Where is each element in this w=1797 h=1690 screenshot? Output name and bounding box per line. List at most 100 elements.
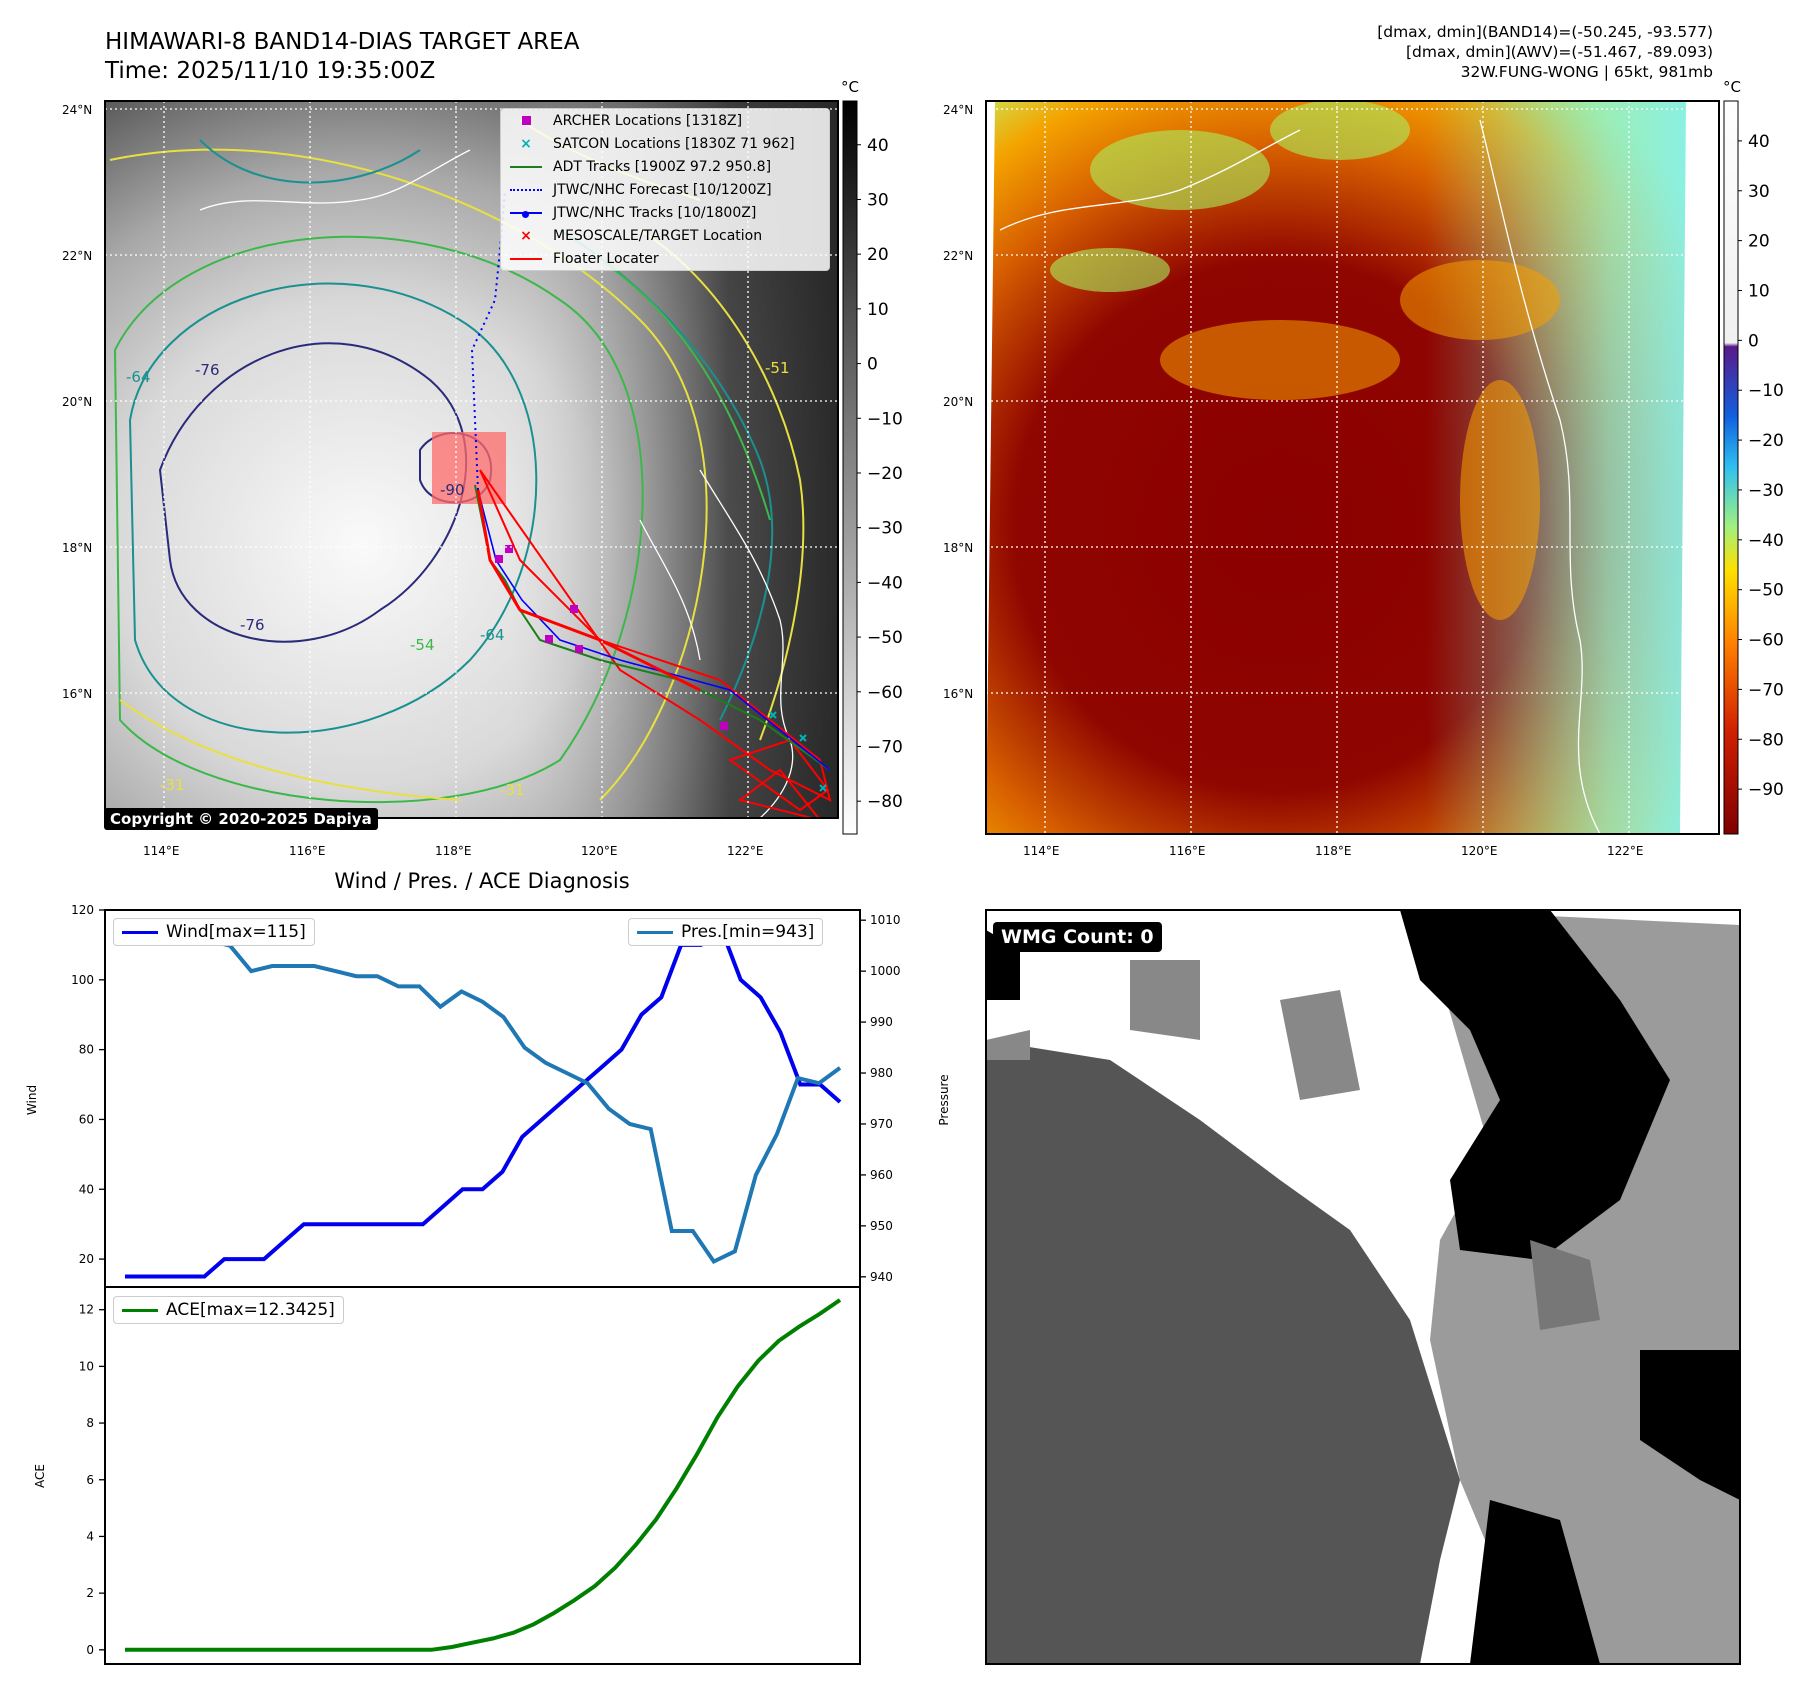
lat-label: 18°N — [943, 541, 973, 555]
contour-label: -76 — [195, 361, 220, 379]
lon-label: 120°E — [581, 844, 618, 858]
lon-label: 114°E — [1023, 844, 1060, 858]
tick-label: 10 — [79, 1359, 94, 1373]
ace-plot-frame — [104, 1286, 861, 1665]
jet-colorbar-unit: °C — [1723, 78, 1741, 96]
colorbar-tick-label: −50 — [867, 628, 903, 648]
ace-series — [125, 1298, 842, 1652]
lon-label: 116°E — [1169, 844, 1206, 858]
lat-label: 22°N — [62, 249, 92, 263]
contour-label: -64 — [480, 626, 505, 644]
wmg-count-badge: WMG Count: 0 — [993, 922, 1162, 952]
lat-label: 16°N — [943, 687, 973, 701]
colorbar-tick-label: −40 — [867, 573, 903, 593]
wind-pres-plot-frame — [104, 909, 861, 1288]
info-line-2: [dmax, dmin](AWV)=(-51.467, -89.093) — [1406, 43, 1713, 61]
gray-colorbar — [842, 100, 858, 835]
copyright-badge: Copyright © 2020-2025 Dapiya — [104, 808, 378, 830]
colorbar-tick-label: −60 — [867, 683, 903, 703]
legend-label: Floater Locater — [553, 250, 659, 267]
colorbar-tick-label: −20 — [867, 464, 903, 484]
wind-axis-ticks: 20 40 60 80 100 120 — [71, 903, 105, 1266]
colorbar-tick-label: −90 — [1748, 780, 1784, 800]
lat-label: 24°N — [62, 103, 92, 117]
colorbar-tick-label: −80 — [1748, 730, 1784, 750]
legend-label: JTWC/NHC Forecast [10/1200Z] — [553, 181, 772, 198]
colorbar-tick-label: 20 — [1748, 232, 1770, 252]
legend-label: SATCON Locations [1830Z 71 962] — [553, 135, 795, 152]
ace-axis-ticks: 0 2 4 6 8 10 12 — [79, 1303, 105, 1657]
contour-label: -64 — [126, 368, 151, 386]
tick-label: 120 — [71, 903, 94, 917]
target-box — [432, 432, 506, 504]
colorbar-tick-label: −30 — [1748, 481, 1784, 501]
tick-label: 1010 — [870, 913, 901, 927]
colorbar-tick-label: 10 — [1748, 281, 1770, 301]
ir-map-image: -64 -76 -76 -90 -51 -31 -31 -64 -54 — [105, 101, 838, 818]
legend-jtwc-tracks: JTWC/NHC Tracks [10/1800Z] — [501, 201, 829, 224]
line-marker-icon — [637, 930, 673, 934]
tick-label: 100 — [71, 973, 94, 987]
legend-archer: ARCHER Locations [1318Z] — [501, 109, 829, 132]
figure-title: HIMAWARI-8 BAND14-DIAS TARGET AREA Time:… — [105, 28, 579, 86]
ace-axis-label: ACE — [33, 1464, 47, 1488]
colorbar-tick-label: −20 — [1748, 431, 1784, 451]
colorbar-tick-label: −10 — [1748, 381, 1784, 401]
tick-label: 0 — [86, 1643, 94, 1657]
colorbar-tick-label: 0 — [1748, 331, 1759, 351]
tick-label: 6 — [86, 1473, 94, 1487]
colorbar-tick-label: −70 — [867, 737, 903, 757]
legend-floater: Floater Locater — [501, 247, 829, 270]
legend-adt: ADT Tracks [1900Z 97.2 950.8] — [501, 155, 829, 178]
wind-legend: Wind[max=115] — [113, 918, 315, 946]
tick-label: 60 — [79, 1112, 94, 1126]
x-marker-icon: × — [520, 227, 532, 244]
ace-legend: ACE[max=12.3425] — [113, 1296, 344, 1324]
tick-label: 40 — [79, 1182, 94, 1196]
colorbar-tick-label: 20 — [867, 245, 889, 265]
awv-map-frame — [985, 100, 1720, 835]
lon-label: 122°E — [1607, 844, 1644, 858]
colorbar-tick-label: −70 — [1748, 680, 1784, 700]
colorbar-tick-label: 40 — [1748, 132, 1770, 152]
gray-colorbar-unit: °C — [841, 78, 859, 96]
lon-label: 118°E — [435, 844, 472, 858]
title-line-1: HIMAWARI-8 BAND14-DIAS TARGET AREA — [105, 29, 580, 55]
pressure-line — [124, 923, 842, 1265]
contour-label: -76 — [240, 616, 265, 634]
diagnosis-title: Wind / Pres. / ACE Diagnosis — [334, 869, 629, 893]
pressure-axis-ticks: 940 950 960 970 980 990 1000 1010 — [860, 913, 901, 1284]
lat-label: 16°N — [62, 687, 92, 701]
tick-label: 980 — [870, 1066, 893, 1080]
colorbar-tick-label: −40 — [1748, 531, 1784, 551]
legend-label: ADT Tracks [1900Z 97.2 950.8] — [553, 158, 772, 175]
jet-colorbar — [1723, 100, 1739, 835]
gray-colorbar-ticks: 40 30 20 10 0 −10 −20 −30 −40 −50 −60 −70 −80 — [857, 136, 903, 812]
wmg-map — [986, 910, 1740, 1664]
legend-jtwc-forecast: JTWC/NHC Forecast [10/1200Z] — [501, 178, 829, 201]
tick-label: 940 — [870, 1270, 893, 1284]
colorbar-tick-label: 30 — [1748, 182, 1770, 202]
line-dot-icon — [509, 205, 543, 221]
ace-legend-label: ACE[max=12.3425] — [166, 1300, 335, 1320]
line-marker-icon — [509, 159, 543, 175]
line-marker-icon — [509, 251, 543, 267]
legend-target: × MESOSCALE/TARGET Location — [501, 224, 829, 247]
tick-label: 12 — [79, 1303, 94, 1317]
wind-legend-label: Wind[max=115] — [166, 922, 306, 942]
legend-label: ARCHER Locations [1318Z] — [553, 112, 743, 129]
lon-label: 116°E — [289, 844, 326, 858]
colorbar-tick-label: 10 — [867, 300, 889, 320]
contour-label: -31 — [500, 781, 525, 799]
pressure-series — [124, 923, 842, 1265]
map-legend: ARCHER Locations [1318Z] × SATCON Locati… — [500, 108, 830, 271]
line-marker-icon — [122, 1308, 158, 1312]
colorbar-tick-label: −80 — [867, 792, 903, 812]
contour-label: -54 — [410, 636, 435, 654]
pressure-legend-label: Pres.[min=943] — [681, 922, 815, 942]
lat-label: 20°N — [943, 395, 973, 409]
colorbar-tick-label: 30 — [867, 190, 889, 210]
tick-label: 1000 — [870, 964, 901, 978]
colorbar-tick-label: 40 — [867, 136, 889, 156]
lat-label: 24°N — [943, 103, 973, 117]
